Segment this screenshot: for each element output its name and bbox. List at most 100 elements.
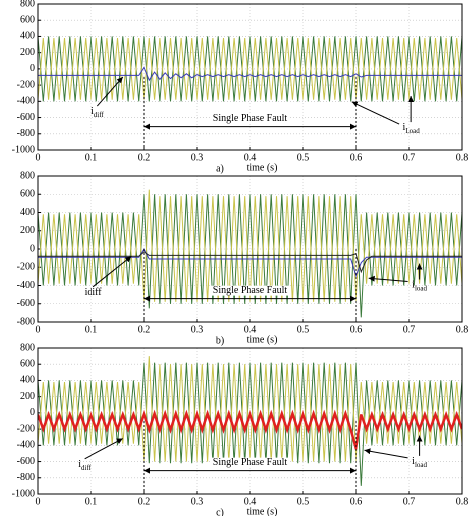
y-tick-label: 0	[30, 407, 35, 418]
x-tick-label: 0	[36, 496, 41, 507]
x-tick-label: 0.8	[456, 496, 469, 507]
x-tick-label: 0.6	[350, 496, 363, 507]
x-tick-label: 0.5	[297, 324, 310, 335]
series-line	[38, 194, 462, 318]
fault-label: Single Phase Fault	[213, 285, 288, 296]
series-line	[38, 189, 462, 302]
y-tick-label: 800	[20, 342, 35, 353]
y-tick-label: -600	[17, 456, 35, 467]
x-axis-label: time (s)	[247, 506, 278, 516]
panel-label: a)	[216, 163, 224, 174]
idiff-label-sub: diff	[94, 111, 105, 119]
iload-arrow	[364, 448, 408, 459]
idiff-label-main: idiff	[85, 287, 103, 298]
x-tick-label: 0.4	[244, 152, 257, 163]
idiff-label: idiff	[85, 287, 103, 298]
x-tick-label: 0.2	[138, 152, 151, 163]
x-tick-label: 0.8	[456, 324, 469, 335]
idiff-label-main: i	[91, 106, 94, 117]
panel-label: c)	[216, 507, 224, 516]
x-tick-label: 0.3	[191, 152, 204, 163]
idiff-label-sub: diff	[81, 463, 92, 471]
y-tick-label: 0	[30, 63, 35, 74]
idiff-label: idiff	[78, 459, 91, 471]
x-tick-label: 0.2	[138, 496, 151, 507]
y-tick-label: 400	[20, 375, 35, 386]
y-tick-label: -1000	[12, 144, 35, 155]
plot-frame	[37, 3, 463, 151]
y-tick-label: -400	[17, 280, 35, 291]
fault-label-bg	[210, 457, 290, 468]
y-tick-label: -1000	[12, 488, 35, 499]
y-tick-label: -200	[17, 262, 35, 273]
x-tick-label: 0.2	[138, 324, 151, 335]
plot-frame	[37, 347, 463, 495]
x-tick-label: 0.1	[85, 324, 98, 335]
plot-frame	[37, 175, 463, 323]
y-tick-label: 600	[20, 15, 35, 26]
iload-label-main: i	[412, 456, 415, 467]
iload-label: iload	[412, 280, 427, 292]
x-axis-label: time (s)	[247, 162, 278, 173]
y-tick-label: -800	[17, 128, 35, 139]
idiff-arrow	[96, 76, 124, 107]
y-tick-label: -400	[17, 96, 35, 107]
x-tick-label: 0.1	[85, 152, 98, 163]
iload-label: iload	[412, 456, 427, 468]
y-tick-label: 800	[20, 0, 35, 9]
idiff-label: idiff	[91, 106, 104, 118]
y-tick-label: 0	[30, 243, 35, 254]
series-line	[38, 248, 462, 278]
fault-label: Single Phase Fault	[213, 457, 288, 468]
x-tick-label: 0.5	[297, 152, 310, 163]
fault-label: Single Phase Fault	[213, 113, 288, 124]
iload-label: iLoad	[403, 122, 421, 134]
fault-label-bg	[210, 113, 290, 124]
x-tick-label: 0.7	[403, 324, 416, 335]
y-tick-label: -800	[17, 316, 35, 327]
x-tick-label: 0.8	[456, 152, 469, 163]
iload-arrow	[368, 275, 408, 282]
y-tick-label: 400	[20, 31, 35, 42]
x-tick-label: 0.4	[244, 496, 257, 507]
y-tick-label: 600	[20, 189, 35, 200]
series-line	[38, 36, 462, 102]
iload-arrow	[351, 101, 400, 125]
y-tick-label: 600	[20, 359, 35, 370]
iload-label-sub: load	[415, 284, 428, 292]
y-tick-label: -200	[17, 79, 35, 90]
x-tick-label: 0.3	[191, 496, 204, 507]
x-tick-label: 0.6	[350, 324, 363, 335]
y-tick-label: -600	[17, 298, 35, 309]
iload-label-main: i	[403, 122, 406, 133]
x-tick-label: 0	[36, 152, 41, 163]
y-tick-label: -200	[17, 423, 35, 434]
x-tick-label: 0.7	[403, 152, 416, 163]
x-axis-label: time (s)	[247, 334, 278, 345]
idiff-arrow	[92, 255, 132, 288]
panel-label: b)	[216, 335, 224, 346]
series-line	[38, 409, 462, 450]
series-line	[38, 38, 462, 100]
x-tick-label: 0	[36, 324, 41, 335]
y-tick-label: -400	[17, 440, 35, 451]
x-tick-label: 0.7	[403, 496, 416, 507]
x-tick-label: 0.6	[350, 152, 363, 163]
series-line	[38, 66, 462, 82]
y-tick-label: 400	[20, 207, 35, 218]
y-tick-label: 200	[20, 391, 35, 402]
fault-label-bg	[210, 285, 290, 296]
y-tick-label: 800	[20, 170, 35, 181]
iload-label-sub: Load	[405, 127, 420, 135]
series-line	[38, 251, 462, 274]
y-tick-label: 200	[20, 47, 35, 58]
idiff-arrow	[84, 438, 124, 460]
y-tick-label: -800	[17, 472, 35, 483]
x-tick-label: 0.1	[85, 496, 98, 507]
x-tick-label: 0.3	[191, 324, 204, 335]
x-tick-label: 0.5	[297, 496, 310, 507]
